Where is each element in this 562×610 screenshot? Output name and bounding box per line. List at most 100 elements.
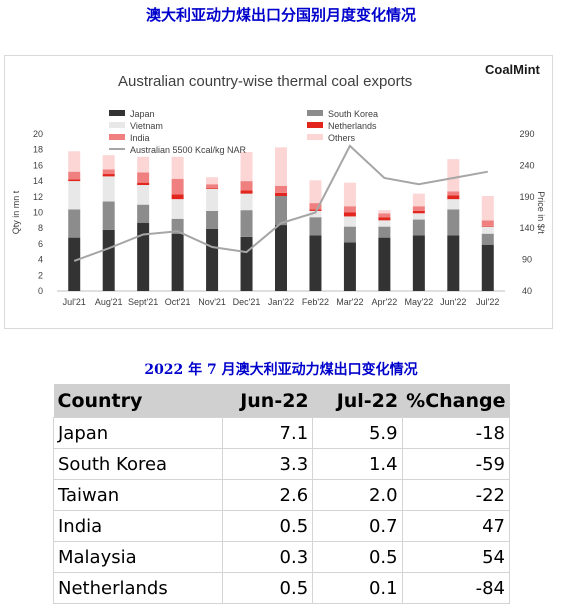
bar-netherlands (343, 212, 356, 217)
y2-tick-label: 290 (519, 129, 534, 139)
cell-jul: 5.9 (312, 417, 403, 449)
cell-change: -84 (401, 572, 511, 604)
y2-axis-title: Price in $/t (536, 191, 546, 234)
bar-south-korea (102, 201, 115, 230)
cell-jun: 2.6 (222, 479, 314, 511)
bar-south-korea (447, 209, 460, 236)
y-tick-label: 8 (38, 223, 43, 233)
legend-label: Australian 5500 Kcal/kg NAR (130, 145, 247, 155)
coal-exports-chart: Australian country-wise thermal coal exp… (11, 62, 546, 307)
cell-country: Taiwan (52, 479, 224, 511)
x-tick-label: Dec'21 (233, 297, 261, 307)
y-tick-label: 16 (33, 160, 43, 170)
header-change: %Change (402, 384, 510, 418)
bar-others (68, 151, 81, 172)
legend-label: India (130, 133, 150, 143)
bar-japan (137, 222, 150, 291)
x-tick-label: Oct'21 (165, 297, 191, 307)
y2-tick-label: 140 (519, 223, 534, 233)
bar-japan (171, 233, 184, 291)
bar-others (378, 210, 391, 214)
bar-india (206, 184, 219, 189)
x-tick-label: Jan'22 (268, 297, 294, 307)
x-tick-label: Sept'21 (128, 297, 158, 307)
bar-south-korea (206, 210, 219, 229)
x-tick-label: Mar'22 (336, 297, 363, 307)
cell-jun: 0.5 (222, 572, 314, 604)
y-tick-label: 2 (38, 270, 43, 280)
bar-others (102, 155, 115, 170)
page-title: 澳大利亚动力煤出口分国别月度变化情况 (145, 6, 416, 24)
x-tick-label: Jul'21 (63, 297, 86, 307)
bar-south-korea (309, 217, 322, 236)
bar-others (481, 196, 494, 221)
bar-india (343, 206, 356, 213)
x-tick-label: Jun'22 (440, 297, 466, 307)
bar-south-korea (137, 204, 150, 223)
bar-others (412, 193, 425, 207)
bar-netherlands (275, 192, 287, 197)
bar-japan (309, 235, 322, 291)
bar-netherlands (447, 195, 460, 200)
bar-netherlands (102, 174, 115, 177)
x-tick-label: Feb'22 (302, 297, 329, 307)
header-jun: Jun-22 (222, 384, 313, 418)
bar-india (171, 178, 184, 195)
bar-netherlands (412, 210, 425, 214)
bar-vietnam (240, 193, 253, 211)
cell-change: -18 (401, 417, 511, 449)
cell-jul: 0.1 (312, 572, 403, 604)
table-row: Malaysia 0.3 0.5 54 (52, 541, 511, 573)
bar-india (275, 185, 287, 193)
legend-label: Others (328, 133, 356, 143)
y-tick-label: 4 (38, 255, 43, 265)
bar-vietnam (481, 226, 494, 234)
bar-south-korea (481, 233, 494, 245)
cell-jul: 1.4 (312, 448, 403, 480)
brand-logo: CoalMint (485, 62, 541, 77)
bar-india (481, 220, 494, 226)
bar-india (309, 203, 322, 210)
bar-japan (102, 229, 115, 291)
cell-country: Netherlands (52, 572, 224, 604)
bar-south-korea (240, 210, 253, 237)
y-tick-label: 18 (33, 145, 43, 155)
table-row: Japan 7.1 5.9 -18 (52, 417, 511, 449)
bar-japan (275, 225, 287, 291)
y-tick-label: 10 (33, 208, 43, 218)
bar-netherlands (171, 194, 184, 200)
y-tick-label: 6 (38, 239, 43, 249)
bar-netherlands (137, 182, 150, 186)
bar-japan (447, 235, 460, 291)
bar-netherlands (68, 179, 81, 182)
bar-india (102, 169, 115, 175)
y-tick-label: 12 (33, 192, 43, 202)
table-row: India 0.5 0.7 47 (52, 510, 511, 542)
bar-india (447, 191, 460, 196)
bar-india (240, 181, 253, 191)
bar-others (275, 147, 287, 186)
y2-tick-label: 90 (522, 255, 532, 265)
bar-others (447, 159, 460, 192)
cell-jun: 3.3 (222, 448, 314, 480)
bar-japan (481, 244, 494, 291)
y2-tick-label: 190 (519, 192, 534, 202)
bar-japan (68, 237, 81, 291)
cell-change: -22 (401, 479, 511, 511)
bar-vietnam (309, 210, 322, 218)
bar-netherlands (378, 217, 391, 221)
y2-tick-label: 240 (519, 160, 534, 170)
y-tick-label: 14 (33, 176, 43, 186)
bar-japan (240, 236, 253, 291)
bar-vietnam (137, 185, 150, 205)
bar-vietnam (68, 181, 81, 210)
bar-vietnam (206, 188, 219, 211)
bar-netherlands (240, 190, 253, 194)
cell-country: Japan (52, 417, 224, 449)
table-row: South Korea 3.3 1.4 -59 (52, 448, 511, 480)
y-tick-label: 0 (38, 286, 43, 296)
cell-jul: 2.0 (312, 479, 403, 511)
chart-title: Australian country-wise thermal coal exp… (118, 73, 412, 90)
y-axis-title: Qty in mn t (11, 190, 21, 234)
legend-swatch (109, 110, 125, 116)
